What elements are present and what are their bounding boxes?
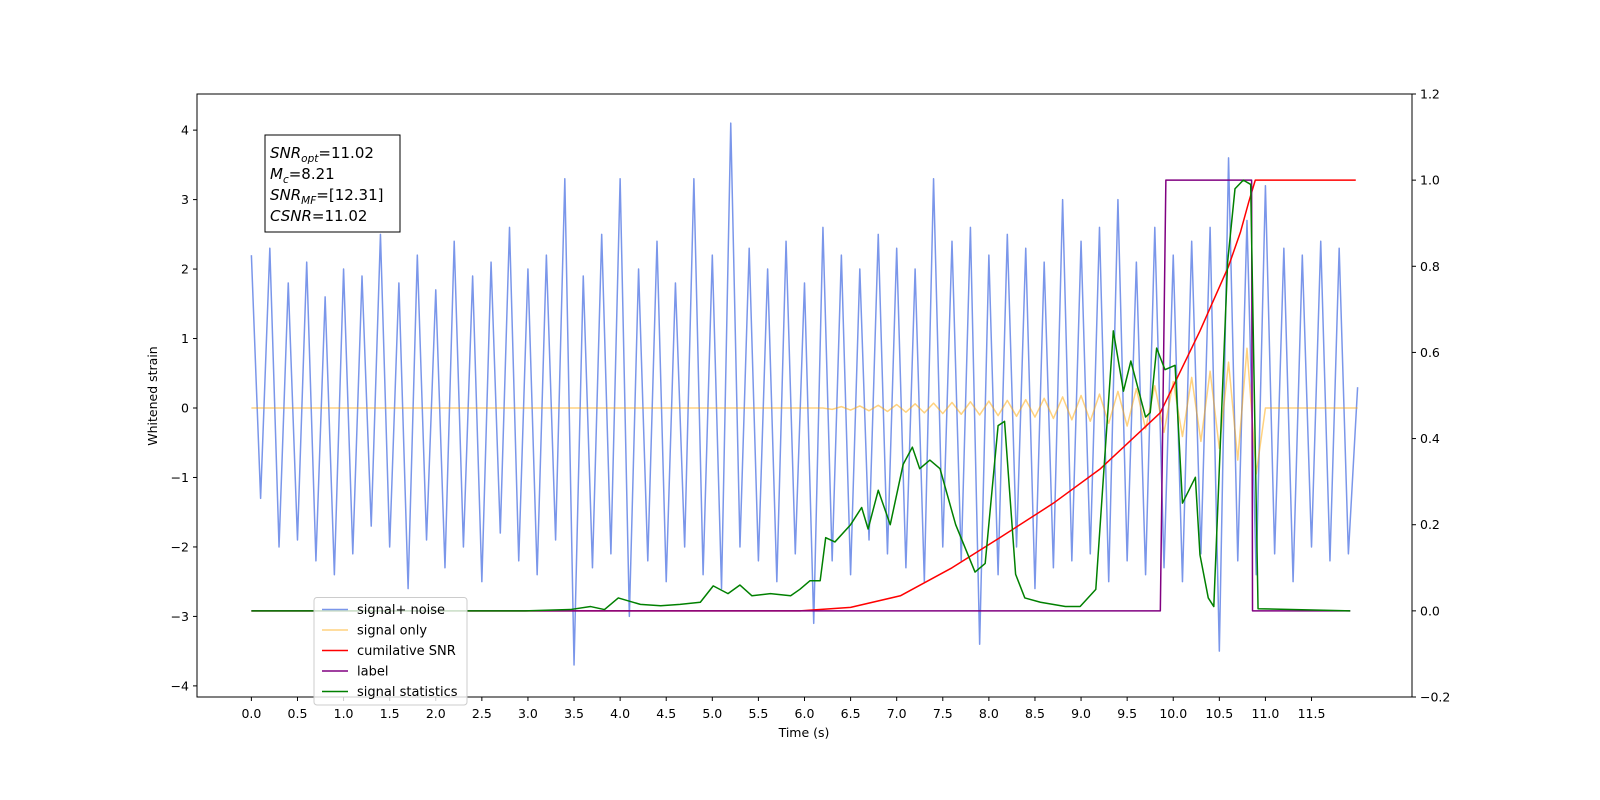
x-tick-label: 8.0	[979, 706, 999, 721]
x-tick-label: 8.5	[1025, 706, 1045, 721]
series-line	[251, 179, 1356, 612]
y2-tick-label: 1.2	[1420, 87, 1440, 102]
y2-tick-label: −0.2	[1420, 690, 1450, 705]
series-line	[251, 347, 1358, 475]
x-tick-label: 6.5	[841, 706, 861, 721]
y-tick-label: −2	[171, 539, 189, 554]
x-tick-label: 0.0	[241, 706, 261, 721]
annotation-text: =11.02	[318, 144, 374, 162]
x-tick-label: 2.0	[426, 706, 446, 721]
y2-tick-label: 1.0	[1420, 173, 1440, 188]
x-tick-label: 5.0	[702, 706, 722, 721]
y-tick-label: 2	[181, 262, 189, 277]
x-tick-label: 7.5	[933, 706, 953, 721]
annotation-text: =11.02	[312, 207, 368, 225]
y-tick-label: 1	[181, 331, 189, 346]
y2-tick-label: 0.2	[1420, 517, 1440, 532]
x-tick-label: 2.5	[472, 706, 492, 721]
annotation-subscript: c	[283, 174, 289, 186]
x-tick-label: 10.0	[1159, 706, 1187, 721]
x-tick-label: 11.5	[1298, 706, 1326, 721]
y-tick-label: 4	[181, 123, 189, 138]
x-tick-label: 9.0	[1071, 706, 1091, 721]
x-tick-label: 4.5	[656, 706, 676, 721]
legend-box	[313, 597, 468, 706]
annotation-symbol: CSNR	[270, 207, 312, 225]
x-tick-label: 1.5	[380, 706, 400, 721]
x-tick-label: 3.0	[518, 706, 538, 721]
x-tick-label: 1.0	[334, 706, 354, 721]
x-tick-label: 4.0	[610, 706, 630, 721]
annotation-line: Mc=8.21	[270, 165, 335, 186]
y2-tick-label: 0.0	[1420, 603, 1440, 618]
series-line	[251, 179, 1351, 612]
series-line	[250, 122, 1359, 666]
legend-label: signal only	[357, 624, 427, 639]
x-tick-label: 0.5	[288, 706, 308, 721]
legend-label: label	[357, 665, 388, 680]
annotation-text: =8.21	[289, 165, 335, 183]
legend-label: cumilative SNR	[357, 644, 456, 659]
x-axis-label: Time (s)	[778, 725, 830, 740]
x-tick-label: 7.0	[887, 706, 907, 721]
annotation-box	[264, 134, 401, 233]
y2-tick-label: 0.6	[1420, 345, 1440, 360]
y-tick-label: −1	[171, 470, 189, 485]
legend-label: signal statistics	[357, 685, 458, 700]
x-tick-label: 3.5	[564, 706, 584, 721]
y2-tick-label: 0.4	[1420, 431, 1440, 446]
series-line	[251, 179, 1351, 612]
annotation-symbol: SNR	[270, 144, 301, 162]
x-tick-label: 9.5	[1117, 706, 1137, 721]
annotation-line: SNRopt=11.02	[270, 144, 374, 165]
plot-area	[250, 122, 1359, 666]
y-tick-label: −3	[171, 609, 189, 624]
x-tick-label: 10.5	[1205, 706, 1233, 721]
x-tick-label: 6.0	[795, 706, 815, 721]
legend-label: signal+ noise	[357, 603, 445, 618]
annotation-subscript: MF	[301, 195, 317, 207]
annotation-subscript: opt	[301, 153, 319, 165]
annotation-symbol: SNR	[270, 186, 301, 204]
annotation-line: SNRMF=[12.31]	[270, 186, 384, 207]
annotation-text: =[12.31]	[316, 186, 383, 204]
x-tick-label: 5.5	[748, 706, 768, 721]
x-tick-label: 11.0	[1252, 706, 1280, 721]
y-axis-label: Whitened strain	[145, 346, 160, 445]
annotation-symbol: M	[270, 165, 283, 183]
y-tick-label: 3	[181, 192, 189, 207]
y-tick-label: 0	[181, 401, 189, 416]
annotation-line: CSNR=11.02	[270, 207, 367, 225]
y-tick-label: −4	[171, 678, 189, 693]
y2-tick-label: 0.8	[1420, 259, 1440, 274]
